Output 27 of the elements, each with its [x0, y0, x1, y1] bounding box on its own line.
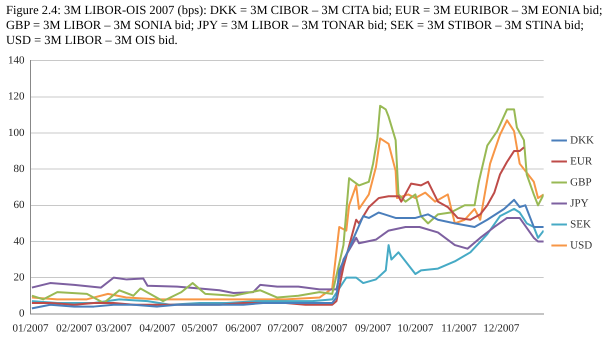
y-tick-label: 60: [14, 199, 25, 212]
legend-label: JPY: [570, 197, 589, 210]
chart-title: Figure 2.4: 3M LIBOR-OIS 2007 (bps): DKK = 3M CIBOR – 3M CITA bid; EUR = 3M EURIBOR – 3M EONIA bid; GBP = 3M LIBOR – 3M SONIA bid; JPY = 3M LIBOR – 3M TONAR bid; SEK = 3M STIBOR – 3M STINA bid; USD = 3M LIBOR – 3M OIS bid.: [5, 2, 604, 48]
y-tick-label: 100: [8, 126, 25, 139]
x-tick-label: 11/2007: [441, 322, 478, 334]
x-tick-label: 09/2007: [355, 322, 392, 334]
y-tick-label: 0: [19, 308, 25, 320]
legend-label: GBP: [570, 176, 592, 188]
y-tick-label: 140: [8, 54, 25, 66]
y-tick-label: 80: [14, 163, 25, 176]
x-tick-label: 08/2007: [311, 322, 348, 334]
x-tick-label: 06/2007: [225, 322, 262, 334]
legend-label: SEK: [570, 218, 592, 230]
y-tick-label: 20: [14, 272, 25, 284]
x-tick-label: 02/2007: [56, 322, 93, 334]
x-tick-label: 10/2007: [397, 322, 434, 334]
x-tick-label: 03/2007: [96, 322, 132, 334]
legend-label: EUR: [570, 155, 593, 168]
legend-label: USD: [570, 239, 592, 252]
x-tick-label: 07/2007: [268, 322, 304, 334]
y-tick-label: 120: [8, 90, 25, 103]
x-tick-label: 12/2007: [483, 322, 520, 334]
x-tick-label: 05/2007: [182, 322, 218, 334]
x-tick-label: 04/2007: [139, 322, 176, 334]
x-tick-label: 01/2007: [12, 322, 50, 334]
y-tick-label: 40: [14, 235, 25, 248]
legend-label: DKK: [570, 134, 594, 146]
